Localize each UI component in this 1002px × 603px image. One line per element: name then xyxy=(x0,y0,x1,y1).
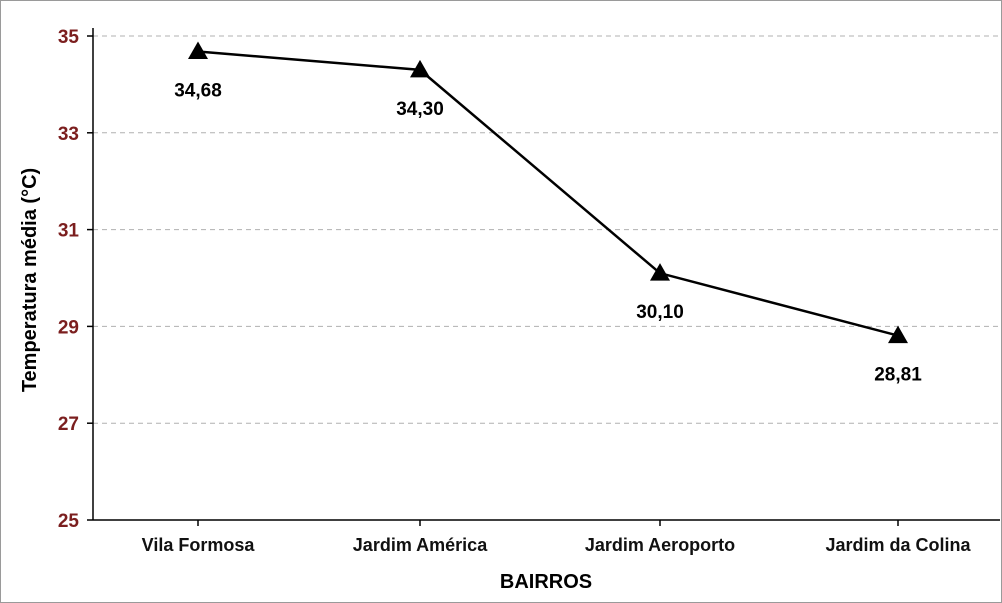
y-tick-label-25: 25 xyxy=(58,511,80,532)
y-tick-label-31: 31 xyxy=(58,221,80,242)
x-tick-label-1: Jardim América xyxy=(353,535,488,555)
data-label-0: 34,68 xyxy=(174,80,222,101)
y-tick-label-29: 29 xyxy=(58,317,79,338)
y-axis-title: Temperatura média (°C) xyxy=(19,168,41,392)
x-axis-title: BAIRROS xyxy=(500,571,592,593)
y-tick-labels: 25 27 29 31 33 35 xyxy=(58,27,80,532)
data-label-3: 28,81 xyxy=(874,365,922,386)
x-tick-labels: Vila Formosa Jardim América Jardim Aeropor… xyxy=(142,535,972,555)
y-tick-label-35: 35 xyxy=(58,27,80,48)
data-labels: 34,68 34,30 30,10 28,81 xyxy=(174,80,922,385)
y-tick-label-33: 33 xyxy=(58,124,79,145)
data-point-1 xyxy=(410,59,430,78)
data-label-2: 30,10 xyxy=(636,302,684,323)
data-point-2 xyxy=(650,263,670,281)
series-temperature xyxy=(188,41,908,344)
x-tick-label-0: Vila Formosa xyxy=(142,535,256,555)
data-label-1: 34,30 xyxy=(396,99,444,120)
x-tick-label-2: Jardim Aeroporto xyxy=(585,535,735,555)
data-point-3 xyxy=(888,325,908,344)
gridlines xyxy=(93,35,1000,424)
axes xyxy=(87,28,1000,526)
x-tick-label-3: Jardim da Colina xyxy=(825,535,971,555)
data-point-0 xyxy=(188,41,208,59)
series-line xyxy=(197,50,899,337)
y-tick-label-27: 27 xyxy=(58,414,79,435)
